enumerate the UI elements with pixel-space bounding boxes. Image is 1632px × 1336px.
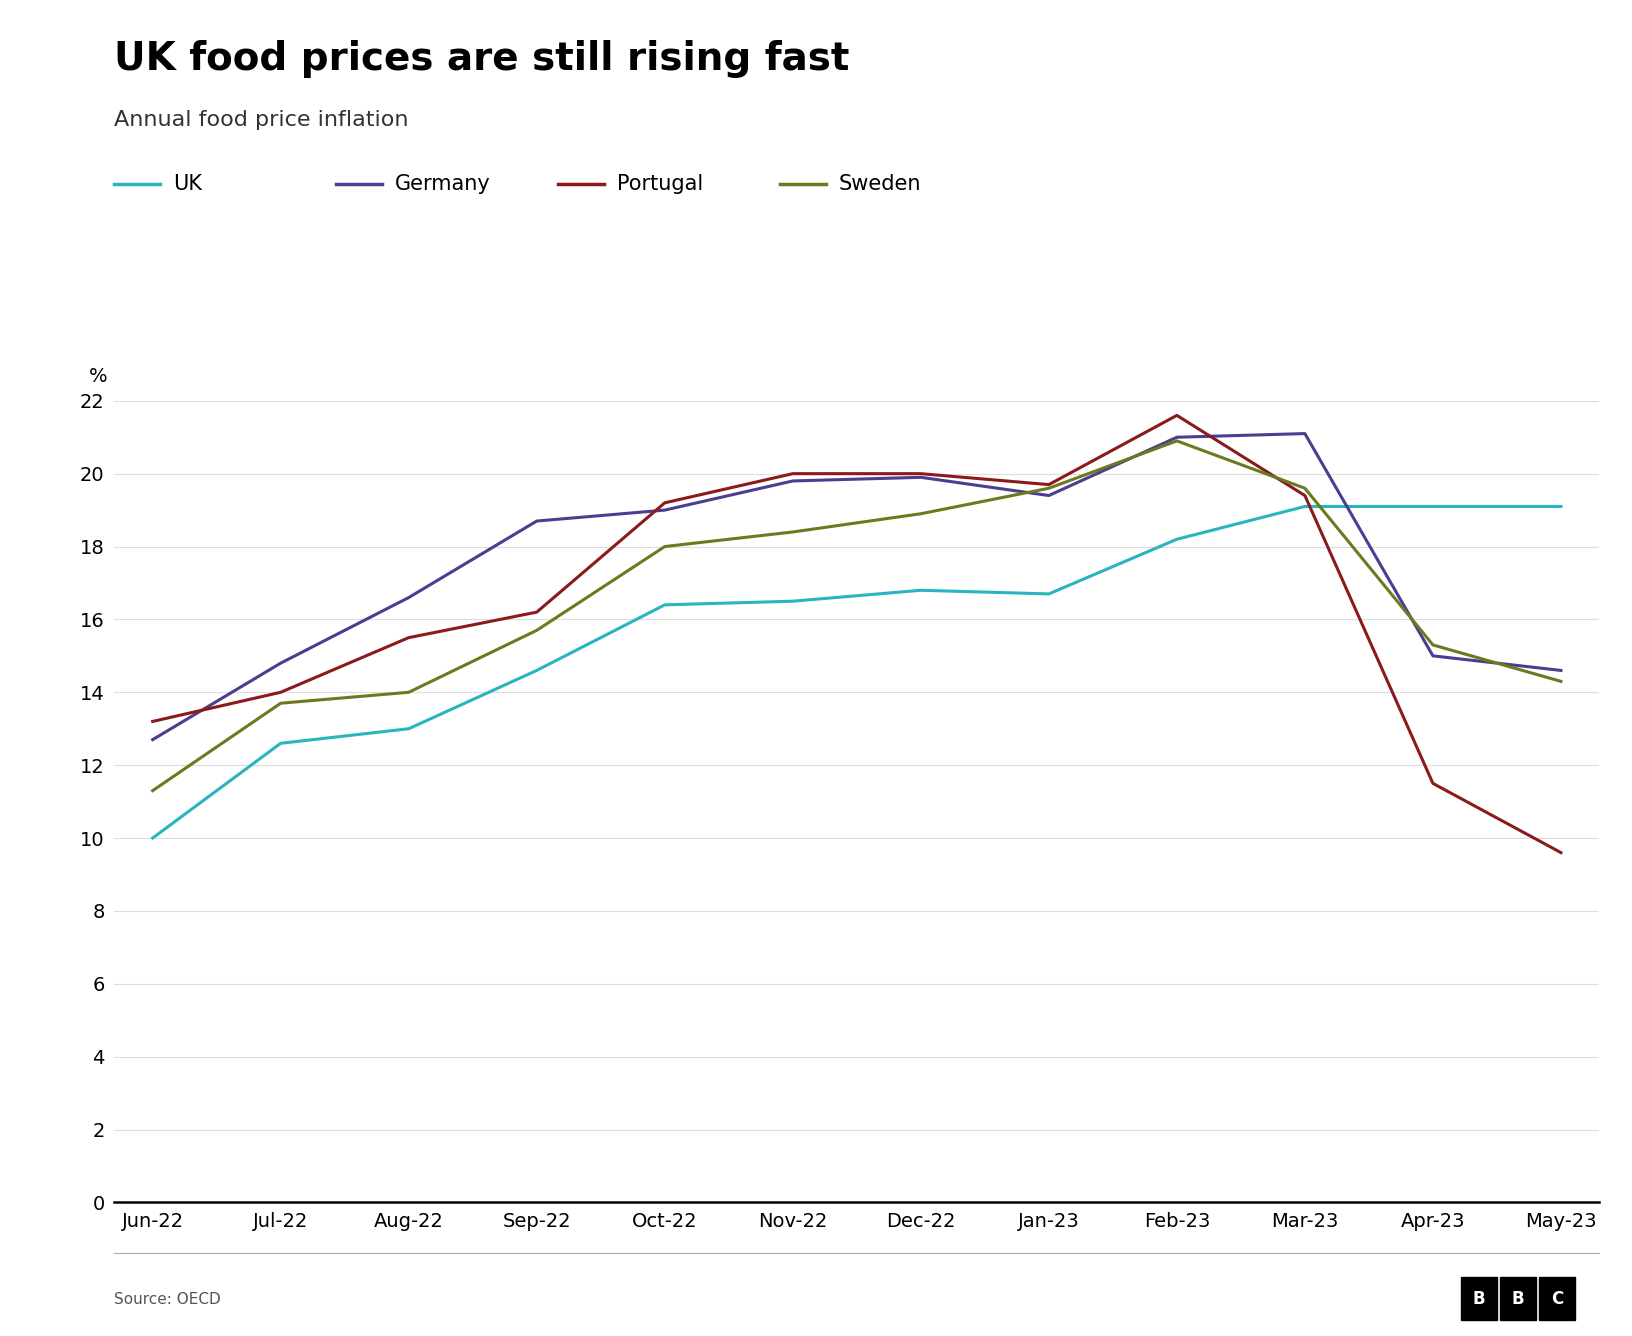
Text: Source: OECD: Source: OECD: [114, 1292, 220, 1307]
Text: UK: UK: [173, 175, 202, 194]
Text: %: %: [88, 367, 108, 386]
Text: Sweden: Sweden: [839, 175, 922, 194]
Text: B: B: [1472, 1289, 1485, 1308]
Text: C: C: [1550, 1289, 1563, 1308]
Text: Annual food price inflation: Annual food price inflation: [114, 110, 408, 130]
Text: Germany: Germany: [395, 175, 491, 194]
Text: Portugal: Portugal: [617, 175, 703, 194]
Text: B: B: [1511, 1289, 1524, 1308]
Text: UK food prices are still rising fast: UK food prices are still rising fast: [114, 40, 850, 77]
